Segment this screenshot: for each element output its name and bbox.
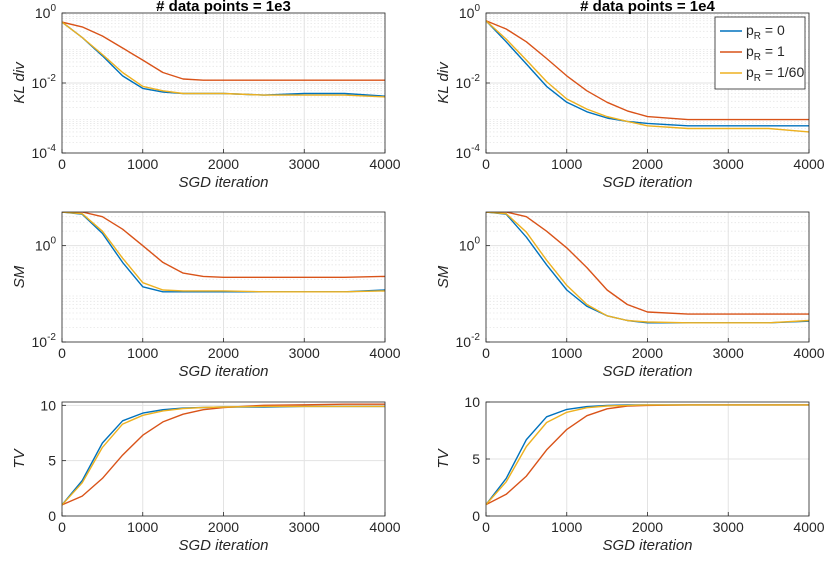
x-tick-label: 1000 [127,156,158,172]
x-tick-label: 1000 [127,345,158,361]
y-tick-label: 10-2 [32,73,57,91]
y-tick-label: 0 [48,508,56,524]
x-tick-label: 2000 [632,345,663,361]
x-tick-label: 0 [482,519,490,535]
x-tick-label: 0 [482,156,490,172]
chart-title: # data points = 1e3 [156,0,291,15]
series-line-3 [486,212,809,324]
legend-box [714,16,806,90]
x-tick-label: 3000 [289,345,320,361]
y-axis-label: KL div [435,61,452,104]
y-tick-label: 10 [464,394,480,410]
x-tick-label: 0 [58,519,66,535]
x-axis-label: SGD iteration [602,174,692,191]
y-tick-label: 10-2 [456,332,481,350]
x-tick-label: 1000 [551,156,582,172]
y-tick-label: 100 [459,3,481,21]
series-line-3 [486,20,809,133]
legend-label: pR = 1/60 [746,64,804,84]
x-tick-label: 4000 [793,519,824,535]
y-tick-label: 100 [35,3,57,21]
series-line-3 [62,21,385,98]
x-tick-label: 1000 [127,519,158,535]
chart-panel-4: 0 1000 2000 3000 4000 100 10-2 SGD iteration SM [435,211,825,380]
chart-panel-1: 0 1000 2000 3000 4000 100 10-2 10-4 SGD iteratio… [11,0,401,191]
x-tick-label: 4000 [369,345,400,361]
x-tick-label: 3000 [713,519,744,535]
chart-panel-6: 0 1000 2000 3000 4000 0 5 10 SGD iteration TV [435,394,825,554]
x-axis-label: SGD iteration [602,363,692,380]
y-axis-label: KL div [11,61,28,104]
y-tick-label: 100 [459,236,481,254]
y-tick-label: 10-2 [32,332,57,350]
x-tick-label: 3000 [713,345,744,361]
y-tick-label: 10-4 [456,143,481,161]
chart-panel-5: 0 1000 2000 3000 4000 0 5 10 SGD iteration TV [11,397,401,554]
x-tick-label: 0 [58,345,66,361]
x-tick-label: 2000 [632,156,663,172]
series-lines [62,403,385,506]
chart-title: # data points = 1e4 [580,0,715,15]
x-axis-label: SGD iteration [178,174,268,191]
series-line-3 [62,405,385,506]
series-line-1 [486,20,809,127]
legend: pR = 0pR = 1pR = 1/60 [714,16,806,90]
y-tick-label: 0 [472,508,480,524]
y-tick-label: 5 [48,453,56,469]
x-tick-label: 0 [58,156,66,172]
series-line-3 [486,404,809,506]
x-tick-label: 3000 [713,156,744,172]
x-tick-label: 4000 [793,156,824,172]
y-axis-label: SM [11,265,28,288]
legend-label: pR = 0 [746,22,785,42]
chart-panel-3: 0 1000 2000 3000 4000 100 10-2 SGD iteration SM [11,211,401,380]
y-tick-label: 10-2 [456,73,481,91]
x-tick-label: 2000 [208,345,239,361]
series-lines [486,20,809,133]
x-tick-label: 3000 [289,156,320,172]
x-tick-label: 4000 [369,156,400,172]
x-tick-label: 0 [482,345,490,361]
series-line-2 [62,403,385,506]
x-tick-label: 2000 [208,519,239,535]
x-tick-label: 4000 [793,345,824,361]
y-axis-label: TV [435,447,452,468]
x-axis-label: SGD iteration [178,537,268,554]
x-tick-label: 4000 [369,519,400,535]
y-tick-label: 5 [472,451,480,467]
x-tick-label: 1000 [551,519,582,535]
legend-label: pR = 1 [746,43,785,63]
grid [61,12,386,154]
series-lines [62,212,385,293]
series-lines [486,212,809,324]
x-tick-label: 1000 [551,345,582,361]
series-line-2 [486,212,809,315]
y-tick-label: 100 [35,236,57,254]
x-axis-label: SGD iteration [602,537,692,554]
series-line-3 [62,212,385,293]
y-tick-label: 10-4 [32,143,57,161]
series-lines [486,404,809,506]
series-lines [62,21,385,98]
x-tick-label: 2000 [632,519,663,535]
y-tick-label: 10 [40,397,56,413]
x-axis-label: SGD iteration [178,363,268,380]
y-axis-label: TV [11,447,28,468]
y-axis-label: SM [435,265,452,288]
series-line-2 [62,21,385,81]
x-tick-label: 3000 [289,519,320,535]
x-tick-label: 2000 [208,156,239,172]
series-line-2 [62,212,385,278]
series-line-2 [486,20,809,121]
